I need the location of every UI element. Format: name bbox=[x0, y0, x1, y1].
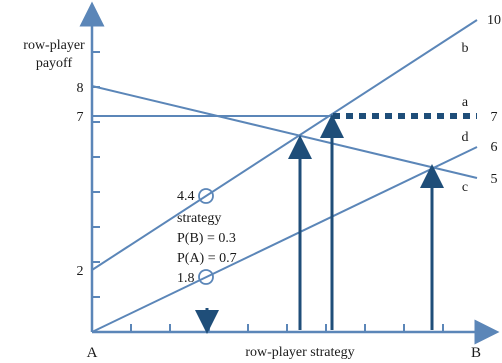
y-axis-title-line2: payoff bbox=[36, 56, 73, 71]
line-d bbox=[91, 146, 478, 333]
lower-value-label: 1.8 bbox=[177, 271, 195, 286]
upper-marker bbox=[198, 188, 214, 204]
right-value-7: 7 bbox=[491, 110, 498, 125]
line-label-d: d bbox=[462, 130, 469, 145]
right-value-6: 6 bbox=[491, 140, 498, 155]
y-tick-label-7: 7 bbox=[77, 110, 84, 125]
line-label-c: c bbox=[462, 180, 468, 195]
upper-value-label: 4.4 bbox=[177, 189, 195, 204]
lower-marker bbox=[198, 269, 214, 285]
x-end-label: B bbox=[471, 345, 481, 361]
strategy-heading: strategy bbox=[177, 211, 221, 226]
y-tick-label-2: 2 bbox=[77, 264, 84, 279]
right-value-5: 5 bbox=[491, 172, 498, 187]
x-start-label: A bbox=[87, 345, 98, 361]
line-c bbox=[91, 85, 478, 179]
prob-b-label: P(B) = 0.3 bbox=[177, 231, 236, 246]
prob-a-label: P(A) = 0.7 bbox=[177, 251, 237, 266]
x-axis-title: row-player strategy bbox=[245, 345, 354, 360]
line-label-a: a bbox=[462, 95, 469, 110]
y-axis-title-line1: row-player bbox=[23, 38, 85, 53]
line-b bbox=[91, 19, 478, 271]
line-label-b: b bbox=[462, 41, 469, 56]
y-tick-label-8: 8 bbox=[77, 81, 84, 96]
right-value-10: 10 bbox=[487, 13, 501, 28]
